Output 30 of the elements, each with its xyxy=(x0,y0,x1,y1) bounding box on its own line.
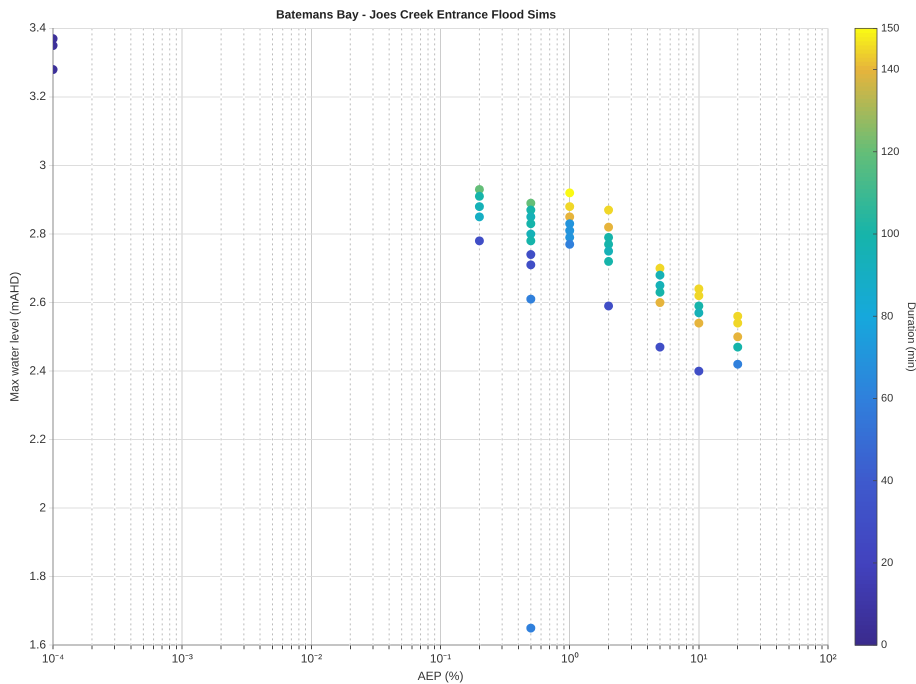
y-tick-label: 1.8 xyxy=(29,568,46,583)
x-tick-label: 10⁰ xyxy=(561,652,578,666)
color-bar-label: 0 xyxy=(881,639,888,652)
color-bar-label: 80 xyxy=(881,310,894,322)
color-bar-label: 120 xyxy=(881,146,900,158)
x-tick-label: 10⁻² xyxy=(300,652,322,666)
y-tick-label: 2.6 xyxy=(29,294,46,309)
color-bar-label: 150 xyxy=(881,22,900,34)
x-tick-label: 10⁻⁴ xyxy=(42,652,64,666)
x-tick-label: 10¹ xyxy=(690,652,708,666)
color-bar-label: 60 xyxy=(881,392,894,405)
y-tick-label: 2 xyxy=(39,500,46,514)
x-axis-title: AEP (%) xyxy=(418,669,464,684)
x-tick-label: 10⁻³ xyxy=(172,652,193,666)
y-tick-label: 3 xyxy=(39,158,46,172)
x-tick-label: 10⁻¹ xyxy=(430,652,452,666)
color-bar-label: 40 xyxy=(881,474,894,487)
x-tick-label: 10² xyxy=(819,652,837,666)
y-tick-label: 1.6 xyxy=(29,638,46,652)
y-tick-label: 3.4 xyxy=(29,20,46,35)
y-tick-label: 2.8 xyxy=(29,226,46,240)
y-tick-label: 3.2 xyxy=(29,89,46,104)
color-bar-title: Duration (min) xyxy=(904,302,916,372)
color-bar-label: 20 xyxy=(881,556,894,569)
y-tick-label: 2.4 xyxy=(29,363,46,378)
color-bar-label: 140 xyxy=(881,64,900,76)
y-tick-label: 2.2 xyxy=(29,432,46,446)
color-bar-label: 100 xyxy=(881,228,900,240)
chart-title: Batemans Bay - Joes Creek Entrance Flood Sims xyxy=(276,8,556,22)
y-axis-title: Max water level (mAHD) xyxy=(8,272,22,402)
